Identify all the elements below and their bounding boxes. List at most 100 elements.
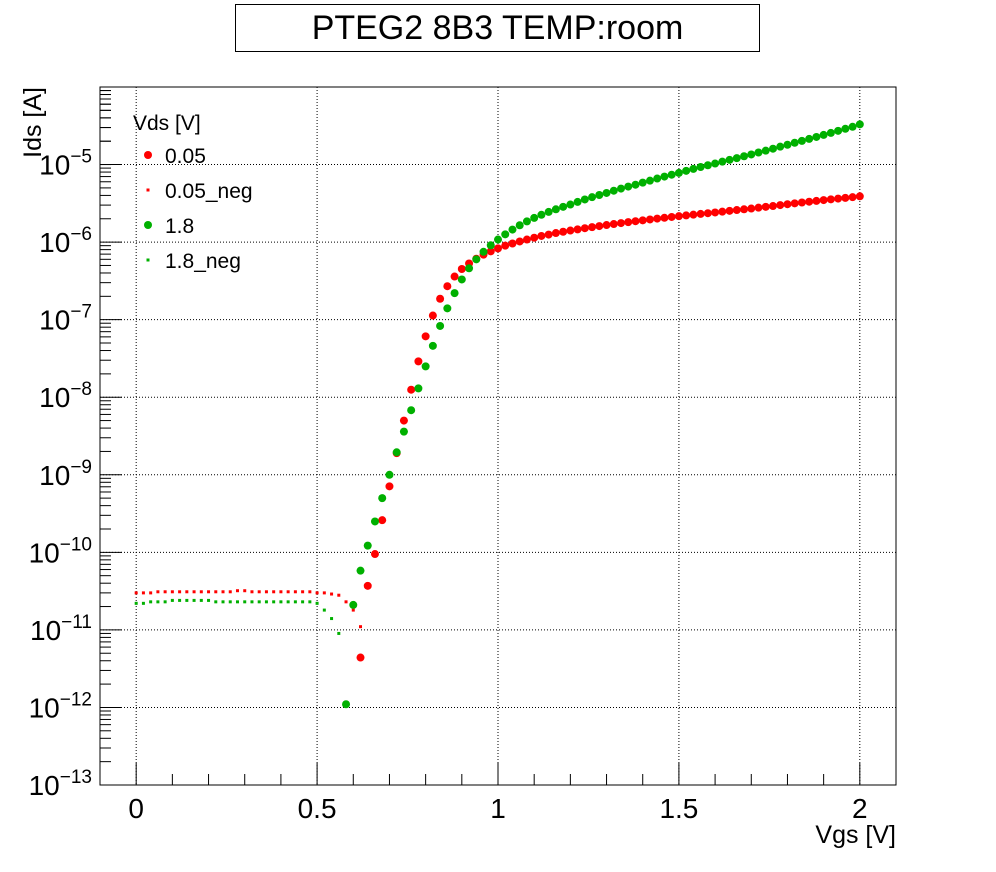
data-point xyxy=(653,214,662,223)
data-point xyxy=(322,608,326,612)
data-point xyxy=(609,220,618,229)
data-point xyxy=(192,598,196,602)
data-point xyxy=(515,221,524,230)
data-point xyxy=(566,200,575,209)
data-point xyxy=(580,195,589,204)
data-point xyxy=(385,482,394,491)
data-point xyxy=(797,136,806,145)
legend-marker xyxy=(146,188,150,192)
data-point xyxy=(826,128,835,137)
data-point xyxy=(718,157,727,166)
data-point xyxy=(134,601,138,605)
data-point xyxy=(192,590,196,594)
data-point xyxy=(399,416,408,425)
data-point xyxy=(494,235,502,244)
data-point xyxy=(754,203,763,212)
data-point xyxy=(768,202,777,211)
data-point xyxy=(682,166,691,175)
data-point xyxy=(841,193,850,202)
data-point xyxy=(805,197,814,206)
data-point xyxy=(221,600,225,604)
data-point xyxy=(725,155,734,164)
data-point xyxy=(602,221,611,230)
data-point xyxy=(293,590,297,594)
data-point xyxy=(330,617,334,621)
legend-marker xyxy=(146,258,150,262)
data-point xyxy=(315,601,319,605)
data-point xyxy=(848,122,857,131)
data-point xyxy=(522,235,531,244)
data-point xyxy=(624,218,633,227)
data-point xyxy=(308,600,312,604)
x-tick-label: 0.5 xyxy=(298,793,337,824)
data-point xyxy=(711,208,720,217)
data-point xyxy=(185,590,189,594)
data-point xyxy=(544,230,553,239)
data-point xyxy=(819,130,828,139)
data-point xyxy=(718,207,727,216)
data-point xyxy=(768,144,777,153)
legend-marker xyxy=(144,221,152,229)
data-point xyxy=(301,600,305,604)
data-point xyxy=(392,448,401,457)
data-point xyxy=(617,219,626,228)
y-tick-label: 10−11 xyxy=(30,612,92,646)
data-point xyxy=(264,600,268,604)
data-point xyxy=(363,541,372,550)
y-tick-label: 10−13 xyxy=(29,767,92,801)
data-point xyxy=(812,196,821,205)
data-point xyxy=(501,230,510,239)
data-point xyxy=(841,124,850,133)
data-point xyxy=(689,164,698,173)
data-point xyxy=(221,590,225,594)
data-point xyxy=(761,202,770,211)
data-point xyxy=(407,385,416,394)
data-point xyxy=(660,213,669,222)
data-point xyxy=(421,332,430,341)
data-point xyxy=(356,653,365,662)
data-point xyxy=(207,590,211,594)
data-point xyxy=(428,311,437,320)
data-point xyxy=(450,272,459,281)
data-point xyxy=(407,406,416,415)
data-point xyxy=(580,224,589,233)
data-point xyxy=(337,631,341,635)
data-point xyxy=(235,589,239,593)
y-tick-label: 10−10 xyxy=(29,534,92,568)
data-point xyxy=(428,341,437,350)
y-tick-label: 10−6 xyxy=(39,224,92,258)
data-point xyxy=(631,180,640,189)
data-point xyxy=(573,197,582,206)
data-point xyxy=(682,211,691,220)
data-point xyxy=(243,589,247,593)
data-point xyxy=(228,600,232,604)
data-point xyxy=(479,247,488,256)
data-point xyxy=(308,590,312,594)
data-point xyxy=(740,152,749,161)
data-point xyxy=(272,590,276,594)
data-point xyxy=(501,241,510,250)
data-point xyxy=(457,265,466,274)
data-point xyxy=(732,154,741,163)
data-point xyxy=(674,168,683,177)
y-tick-label: 10−12 xyxy=(29,689,92,723)
data-point xyxy=(834,126,843,135)
data-point xyxy=(486,241,495,250)
data-point xyxy=(848,193,857,202)
legend-label: 0.05_neg xyxy=(165,180,253,203)
data-point xyxy=(286,590,290,594)
data-point xyxy=(508,225,517,234)
data-point xyxy=(421,362,430,371)
data-point xyxy=(566,226,575,235)
data-point xyxy=(472,255,481,264)
data-point xyxy=(790,199,799,208)
data-point xyxy=(761,146,770,155)
legend-label: 1.8_neg xyxy=(165,250,241,273)
data-point xyxy=(508,239,517,248)
legend-label: 1.8 xyxy=(165,215,194,238)
data-point xyxy=(264,590,268,594)
data-point xyxy=(465,264,474,273)
data-point xyxy=(494,244,502,253)
data-point xyxy=(703,161,712,170)
